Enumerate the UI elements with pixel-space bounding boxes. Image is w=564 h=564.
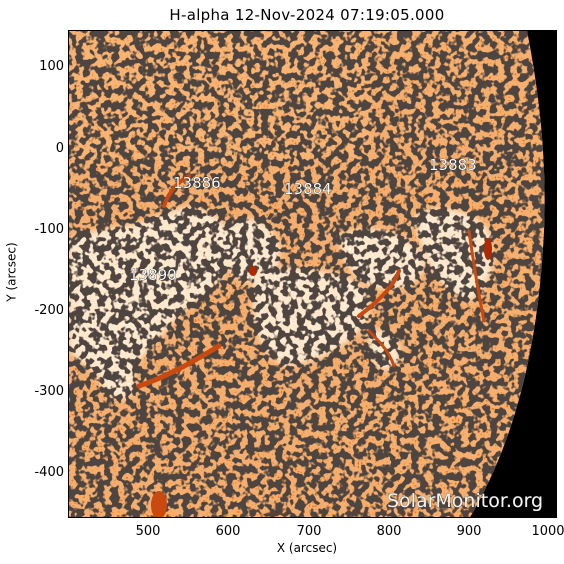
- solar-disk-image: 13886 13884 13883 13890 SolarMonitor.org: [69, 31, 556, 517]
- x-tick-label: 800: [376, 524, 402, 539]
- y-axis-label: Y (arcsec): [4, 242, 19, 302]
- y-tick-label: -100: [34, 222, 64, 237]
- x-tick-label: 900: [456, 524, 482, 539]
- x-tick-label: 500: [135, 524, 161, 539]
- x-tick-label: 600: [215, 524, 241, 539]
- active-region-kernel: [151, 491, 167, 517]
- y-tick-label: -200: [34, 303, 64, 318]
- x-axis-label: X (arcsec): [276, 541, 338, 555]
- y-tick-label: -400: [34, 465, 64, 480]
- watermark: SolarMonitor.org: [387, 490, 543, 512]
- solar-image-panel: 13886 13884 13883 13890 SolarMonitor.org: [68, 30, 557, 518]
- region-label: 13883: [429, 156, 477, 174]
- image-title: H-alpha 12-Nov-2024 07:19:05.000: [169, 6, 445, 24]
- x-tick-label: 1000: [531, 524, 564, 539]
- region-label: 13890: [129, 266, 177, 284]
- x-tick-label: 700: [296, 524, 322, 539]
- active-region-kernel: [484, 238, 492, 260]
- solar-disk: [69, 31, 545, 517]
- active-region-kernel: [249, 266, 257, 276]
- y-tick-label: 100: [39, 59, 64, 74]
- region-label: 13886: [173, 174, 221, 192]
- y-tick-label: 0: [55, 141, 64, 156]
- y-tick-label: -300: [34, 384, 64, 399]
- region-label: 13884: [284, 180, 332, 198]
- filaments: [136, 174, 486, 389]
